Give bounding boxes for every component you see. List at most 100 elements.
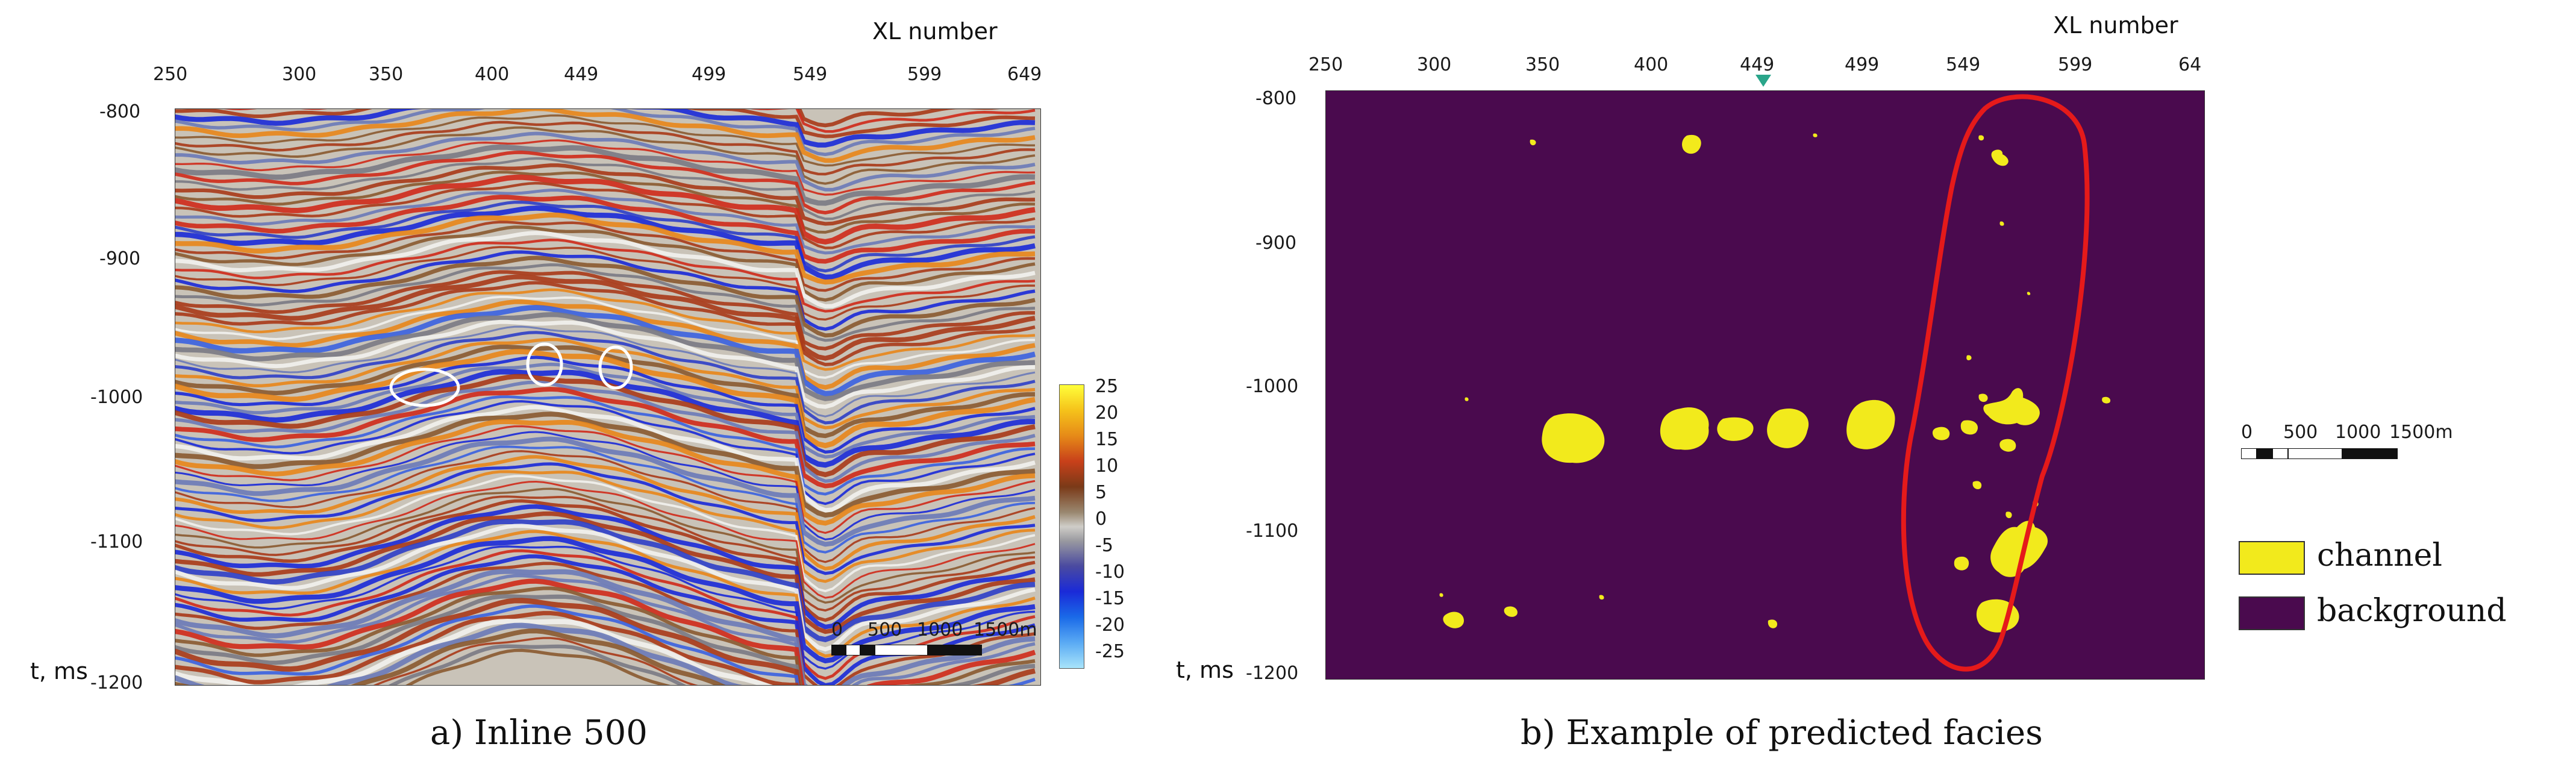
ellipse-marker bbox=[526, 342, 563, 387]
seismic-reflector bbox=[175, 545, 1036, 670]
xaxis-title: XL number bbox=[2053, 12, 2178, 39]
seismic-reflector bbox=[175, 108, 1036, 139]
yaxis-title: t, ms bbox=[1176, 657, 1234, 683]
seismic-reflector bbox=[175, 499, 1036, 622]
seismic-reflector bbox=[175, 270, 1035, 351]
seismic-reflector bbox=[175, 387, 1036, 489]
seismic-reflector bbox=[175, 195, 1036, 264]
seismic-reflector bbox=[175, 305, 1036, 396]
scale-label: 500 bbox=[868, 619, 902, 640]
seismic-reflector bbox=[175, 131, 1036, 192]
scale-label: 0 bbox=[831, 619, 843, 640]
colorbar-tick: -25 bbox=[1095, 641, 1125, 662]
seismic-reflector bbox=[175, 151, 1036, 214]
xtick-label: 449 bbox=[564, 64, 599, 85]
seismic-reflector bbox=[387, 644, 687, 686]
seismic-reflector bbox=[175, 504, 1036, 630]
xtick-label: 400 bbox=[475, 64, 510, 85]
seismic-reflector bbox=[175, 311, 1036, 401]
seismic-section bbox=[175, 108, 1041, 686]
seismic-reflector bbox=[175, 263, 1036, 342]
seismic-reflector bbox=[175, 524, 1036, 652]
panel-a: XL number 250 300 350 400 449 499 549 59… bbox=[0, 0, 1205, 776]
seismic-reflector bbox=[175, 274, 1036, 361]
xaxis-title: XL number bbox=[872, 18, 998, 45]
ytick-label: -900 bbox=[99, 248, 141, 269]
xtick-label: 499 bbox=[692, 64, 727, 85]
caption-a: a) Inline 500 bbox=[430, 713, 648, 753]
seismic-reflector bbox=[175, 205, 1036, 280]
seismic-reflector bbox=[175, 108, 1036, 157]
xtick-label: 449 bbox=[1740, 54, 1775, 75]
scale-bar: 0 500 1000 1500m bbox=[831, 619, 1037, 662]
ytick-label: -1200 bbox=[1246, 663, 1299, 684]
seismic-reflector bbox=[175, 628, 727, 686]
seismic-reflector bbox=[175, 250, 1036, 331]
seismic-reflector bbox=[175, 171, 1036, 234]
seismic-reflector bbox=[175, 569, 1036, 686]
seismic-reflector bbox=[175, 108, 1036, 163]
inline-marker-icon bbox=[1755, 75, 1771, 87]
xtick-label: 350 bbox=[369, 64, 404, 85]
seismic-reflector bbox=[175, 120, 1036, 176]
seismic-reflector bbox=[175, 255, 1036, 338]
seismic-reflector bbox=[175, 619, 775, 686]
seismic-reflector bbox=[175, 480, 1036, 599]
ytick-label: -1100 bbox=[90, 531, 143, 552]
seismic-reflector bbox=[175, 331, 1036, 425]
ytick-label: -1000 bbox=[1246, 376, 1299, 397]
seismic-reflector bbox=[175, 425, 1036, 534]
caption-b: b) Example of predicted facies bbox=[1521, 713, 2043, 753]
seismic-reflector bbox=[175, 586, 1036, 686]
seismic-reflector bbox=[175, 436, 1036, 547]
xtick-label: 250 bbox=[153, 64, 188, 85]
legend-label: background bbox=[2317, 593, 2507, 629]
seismic-reflector bbox=[175, 519, 1036, 642]
scale-label: 0 bbox=[2241, 422, 2253, 443]
colorbar-tick: 0 bbox=[1095, 508, 1107, 530]
legend-item: channel bbox=[2239, 536, 2552, 578]
seismic-reflector bbox=[372, 637, 701, 686]
xtick-label: 250 bbox=[1308, 54, 1343, 75]
legend-swatch bbox=[2239, 541, 2305, 575]
ytick-label: -1100 bbox=[1246, 521, 1299, 542]
colorbar-tick: -5 bbox=[1095, 535, 1113, 556]
seismic-reflector bbox=[175, 530, 1036, 658]
seismic-reflector bbox=[175, 462, 1036, 575]
scale-bar: 0 500 1000 1500m bbox=[2241, 422, 2453, 464]
seismic-reflector bbox=[175, 622, 746, 686]
seismic-reflector bbox=[175, 445, 1036, 554]
seismic-reflector bbox=[175, 201, 1036, 273]
seismic-reflector bbox=[175, 221, 1036, 292]
seismic-reflector bbox=[175, 395, 1036, 496]
scale-label: 1000 bbox=[2335, 422, 2381, 443]
legend: channel background bbox=[2239, 536, 2552, 645]
scale-label: 1500m bbox=[974, 619, 1037, 640]
seismic-reflector bbox=[175, 349, 1036, 449]
seismic-reflector bbox=[175, 419, 1036, 526]
seismic-reflector bbox=[175, 411, 1036, 518]
seismic-reflector bbox=[175, 604, 1036, 686]
seismic-reflector bbox=[797, 108, 1005, 128]
seismic-reflector bbox=[175, 296, 1035, 379]
seismic-reflector bbox=[175, 578, 1036, 686]
colorbar-tick: 10 bbox=[1095, 455, 1119, 477]
seismic-reflector bbox=[175, 337, 1036, 430]
seismic-reflector bbox=[175, 470, 1036, 583]
seismic-reflector bbox=[175, 139, 1036, 196]
seismic-reflector bbox=[175, 212, 1036, 285]
seismic-reflector bbox=[175, 225, 1036, 302]
xtick-label: 549 bbox=[793, 64, 828, 85]
seismic-reflector bbox=[175, 189, 1036, 255]
seismic-reflector bbox=[175, 126, 1036, 185]
seismic-reflector bbox=[175, 163, 1036, 226]
seismic-reflector bbox=[175, 455, 1036, 571]
ytick-label: -900 bbox=[1255, 233, 1297, 254]
seismic-reflector bbox=[175, 246, 1036, 321]
seismic-reflector bbox=[175, 598, 1036, 686]
xtick-label: 599 bbox=[907, 64, 942, 85]
seismic-reflector bbox=[175, 495, 1036, 612]
legend-item: background bbox=[2239, 592, 2552, 634]
seismic-reflector bbox=[175, 536, 1036, 664]
